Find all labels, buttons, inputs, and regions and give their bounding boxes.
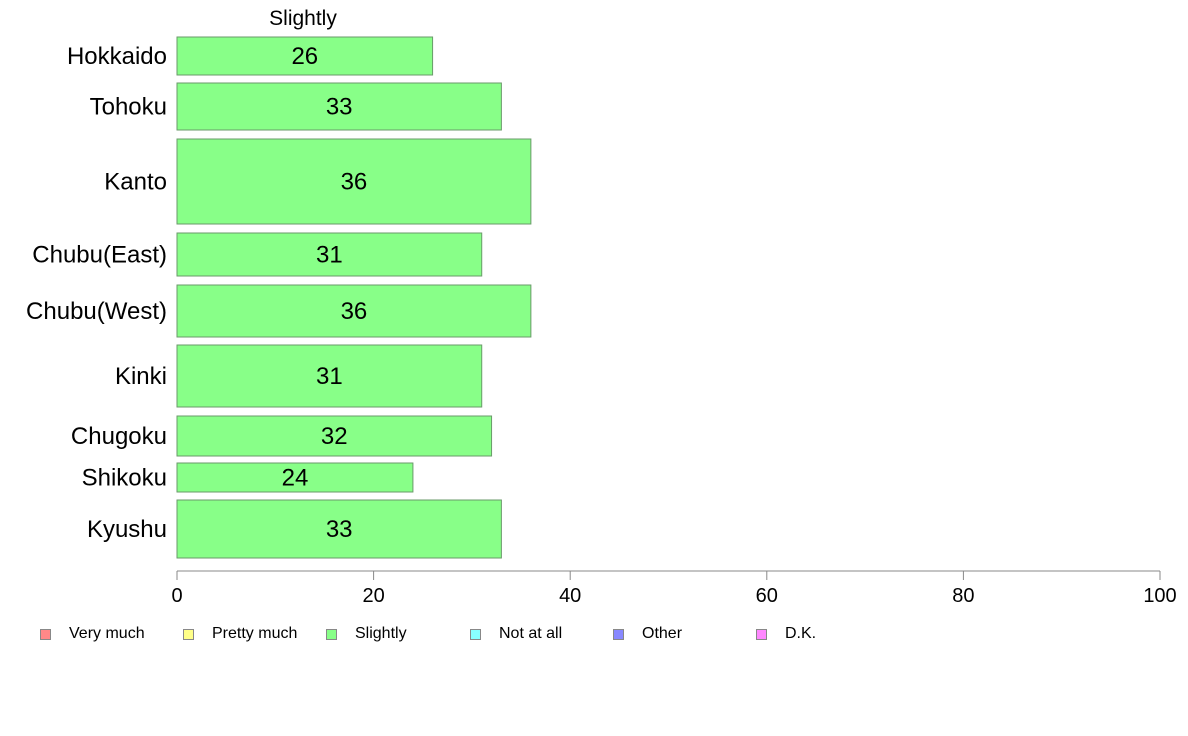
x-tick-label: 40 [559, 585, 581, 607]
bar-chubu-east- [176, 232, 483, 277]
category-label: Chubu(East) [32, 242, 167, 269]
category-label: Shikoku [82, 465, 167, 492]
category-label: Hokkaido [67, 43, 167, 70]
bar-value-label: 33 [326, 94, 353, 121]
bar-value-label: 32 [321, 423, 348, 450]
category-label: Kyushu [87, 516, 167, 543]
bar-value-label: 24 [282, 465, 309, 492]
legend-item: Very much [40, 625, 145, 643]
bar-value-label: 33 [326, 516, 353, 543]
legend-label: Pretty much [212, 625, 298, 642]
category-label: Kanto [104, 169, 167, 196]
bar-value-label: 26 [291, 43, 318, 70]
x-tick-label: 20 [362, 585, 384, 607]
legend-label: Other [642, 625, 683, 642]
legend-swatch [470, 628, 481, 640]
legend-swatch [613, 628, 624, 640]
bar-value-label: 31 [316, 363, 343, 390]
bars-group: 26 Hokkaido 33 Tohoku 36 Kanto 31 Chubu(East) 36… [26, 36, 532, 559]
bar-tohoku [176, 82, 502, 131]
legend-label: Slightly [355, 625, 407, 642]
bar-kinki [176, 344, 483, 408]
x-tick-label: 100 [1143, 585, 1176, 607]
x-axis: 0 20 40 60 80 100 [171, 570, 1177, 607]
legend-item: Slightly [326, 625, 407, 643]
legend-item: Other [613, 625, 682, 643]
bar-shikoku [176, 462, 414, 493]
category-label: Chubu(West) [26, 298, 167, 325]
category-label: Tohoku [90, 94, 167, 121]
bar-value-label: 36 [341, 298, 368, 325]
x-tick-label: 60 [756, 585, 778, 607]
legend-swatch [326, 628, 337, 640]
legend-label: Not at all [499, 625, 563, 642]
legend-label: Very much [69, 625, 145, 642]
bar-chubu-west- [176, 284, 532, 338]
chart-title: Slightly [269, 7, 337, 30]
legend-item: D.K. [756, 625, 816, 643]
legend-item: Pretty much [183, 625, 297, 643]
bar-value-label: 31 [316, 242, 343, 269]
legend-swatch [183, 628, 194, 640]
category-label: Chugoku [71, 423, 167, 450]
category-label: Kinki [115, 363, 167, 390]
bar-chugoku [176, 415, 493, 457]
bar-value-label: 36 [341, 169, 368, 196]
x-tick-label: 80 [952, 585, 974, 607]
legend-label: D.K. [785, 625, 817, 642]
legend-swatch [40, 628, 51, 640]
bar-kanto [176, 138, 532, 225]
legend-swatch [756, 628, 767, 640]
bar-hokkaido [176, 36, 434, 76]
bar-kyushu [176, 499, 502, 559]
x-tick-label: 0 [171, 585, 182, 607]
legend-item: Not at all [470, 625, 562, 643]
